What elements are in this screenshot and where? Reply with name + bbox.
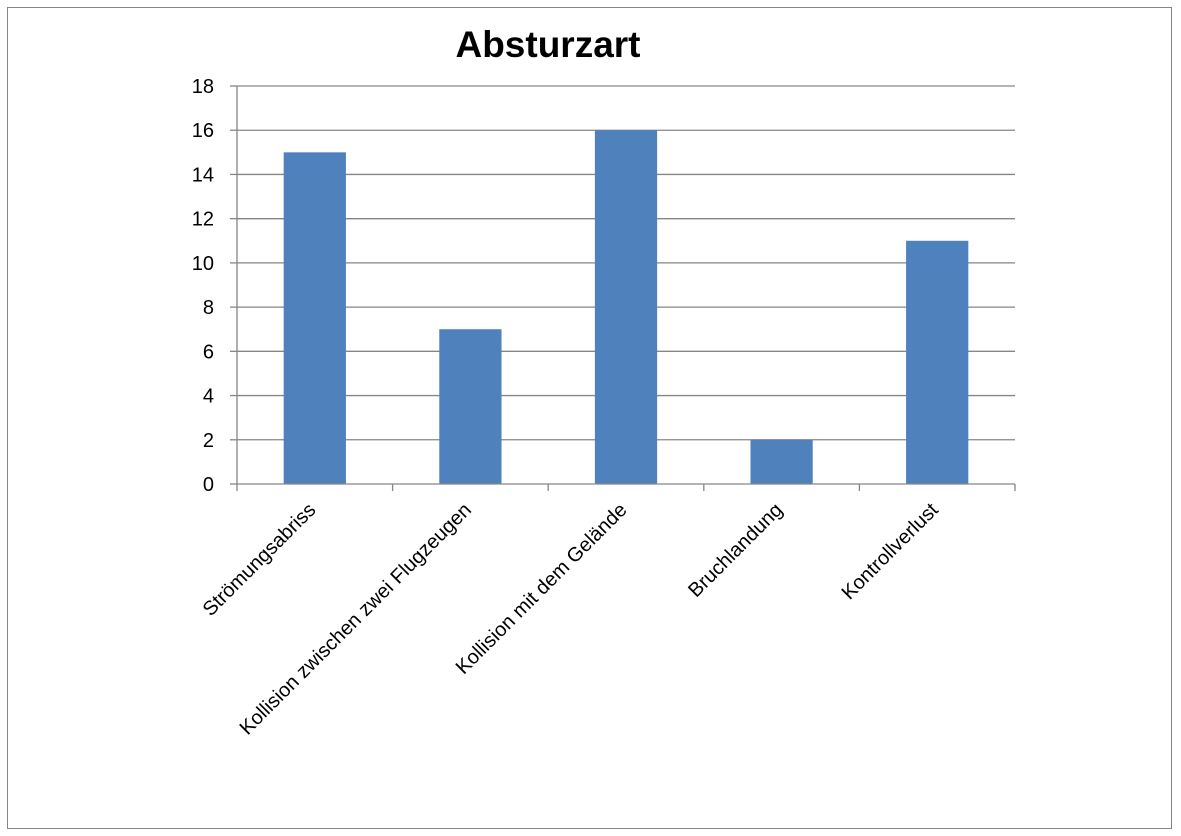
- bar: [750, 439, 813, 484]
- y-tick-label: 12: [192, 209, 214, 231]
- chart-title: Absturzart: [455, 24, 640, 65]
- bar: [594, 130, 658, 484]
- x-tick-label: Kontrollverlust: [838, 499, 943, 604]
- bar: [906, 240, 969, 484]
- x-tick-label: Strömungsabriss: [199, 499, 321, 621]
- y-tick-label: 6: [203, 341, 214, 363]
- chart-frame: [7, 7, 1172, 829]
- y-tick-label: 14: [192, 164, 214, 186]
- bar: [283, 152, 346, 485]
- y-tick-label: 0: [203, 474, 214, 496]
- y-tick-label: 8: [203, 297, 214, 319]
- bars: [283, 130, 969, 485]
- y-tick-label: 2: [203, 430, 214, 452]
- bar: [439, 329, 502, 484]
- y-tick-label: 4: [203, 386, 214, 408]
- y-tick-label: 16: [192, 120, 214, 142]
- y-tick-label: 18: [192, 76, 214, 98]
- y-tick-labels: 0 2 4 6 8 10 12 14 16 18: [192, 76, 214, 496]
- axes: [230, 85, 1016, 491]
- x-tick-label: Kollision mit dem Gelände: [452, 499, 632, 679]
- x-tick-label: Bruchlandung: [684, 499, 787, 602]
- y-tick-label: 10: [192, 253, 214, 275]
